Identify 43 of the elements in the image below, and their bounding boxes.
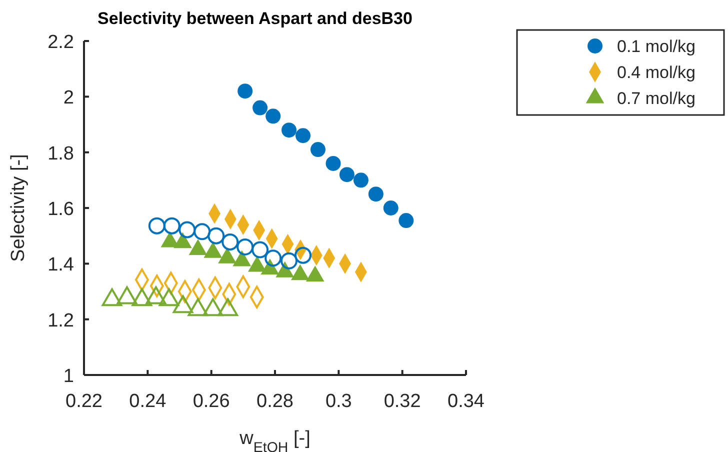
point [383,200,398,216]
y-axis-title: Selectivity [-] [8,154,29,262]
point [368,186,384,202]
y-tick-label: 1.8 [48,143,74,164]
x-tick-label: 0.34 [448,391,485,412]
y-tick-label: 1.6 [48,199,74,220]
point [163,217,180,234]
y-tick-label: 1.2 [48,310,74,332]
y-tick-label: 1.4 [48,254,74,276]
point [148,217,166,234]
x-tick-label: 0.26 [192,391,230,412]
y-tick-label: 1 [63,366,74,387]
point [294,246,312,264]
point [310,142,326,158]
point [296,128,311,144]
x-tick-label: 0.28 [256,391,294,412]
legend-label: 0.1 mol/kg [617,37,696,56]
point [326,156,341,171]
legend-label: 0.7 mol/kg [617,89,696,108]
y-tick-label: 2 [63,88,74,109]
point [353,172,368,188]
point [208,227,225,244]
point [282,122,297,138]
point [264,250,282,267]
x-axis-title: w$_{EtOH}$ [-] [238,428,310,452]
point [252,241,269,258]
point [222,233,239,250]
point [178,221,196,238]
x-tick-label: 0.32 [384,391,421,412]
point [266,108,281,124]
point [398,213,414,228]
point [252,100,268,116]
y-tick-label: 2.2 [48,32,74,53]
point [236,238,254,256]
x-tick-label: 0.3 [325,391,352,412]
point [280,252,298,270]
chart-title: Selectivity between Aspart and desB30 [98,9,412,28]
point [194,223,211,240]
point [339,167,354,182]
point [238,84,253,99]
legend-label: 0.4 mol/kg [617,63,696,82]
x-tick-label: 0.24 [129,391,167,412]
x-tick-label: 0.22 [66,391,102,412]
